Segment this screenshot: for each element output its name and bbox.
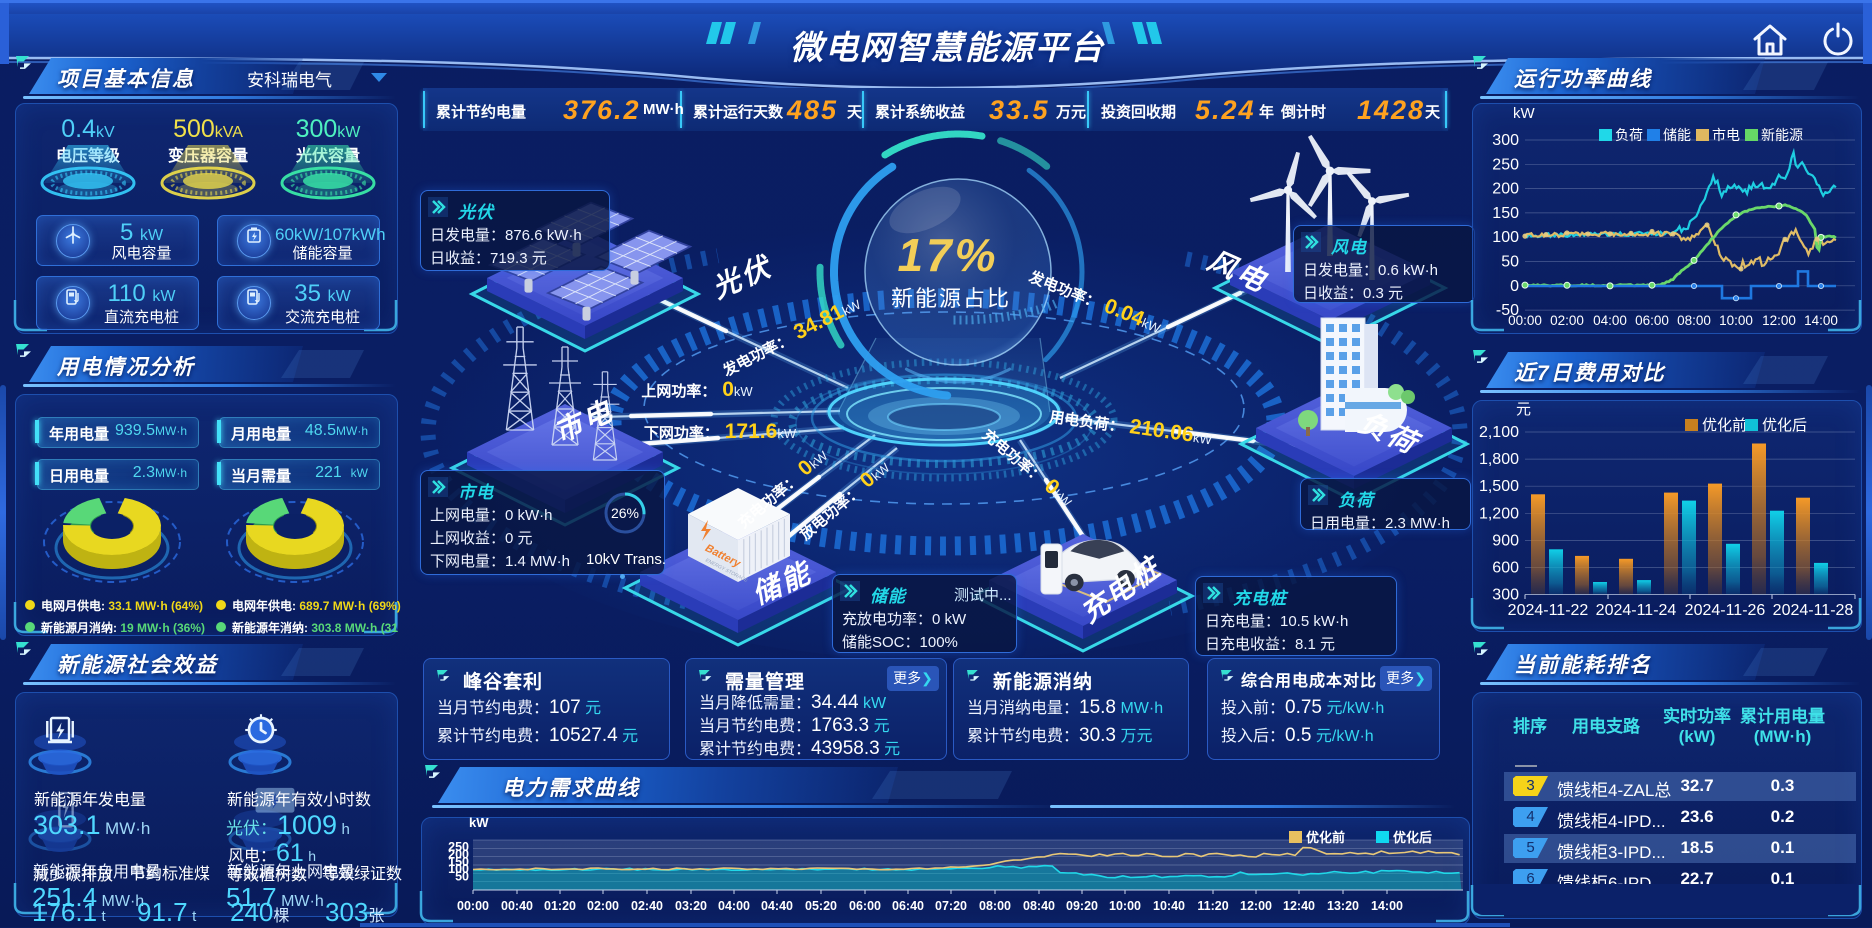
svg-text:06:00: 06:00: [1635, 313, 1669, 328]
svg-text:250: 250: [448, 840, 469, 854]
svg-text:市电: 市电: [1712, 127, 1740, 143]
svg-text:05:20: 05:20: [805, 899, 837, 913]
svg-text:12:40: 12:40: [1283, 899, 1315, 913]
svg-text:元: 元: [1516, 401, 1531, 418]
svg-text:12:00: 12:00: [1240, 899, 1272, 913]
svg-text:02:40: 02:40: [631, 899, 663, 913]
svg-text:08:00: 08:00: [1677, 313, 1711, 328]
svg-text:11:20: 11:20: [1197, 899, 1228, 913]
svg-text:新能源: 新能源: [1761, 127, 1803, 143]
svg-text:12:00: 12:00: [1762, 313, 1796, 328]
svg-text:04:00: 04:00: [1593, 313, 1627, 328]
svg-text:150: 150: [448, 855, 469, 869]
svg-text:200: 200: [448, 847, 469, 861]
svg-text:04:40: 04:40: [761, 899, 793, 913]
svg-text:17%: 17%: [897, 229, 998, 281]
svg-text:1,500: 1,500: [1479, 478, 1519, 495]
svg-text:07:20: 07:20: [935, 899, 967, 913]
svg-text:02:00: 02:00: [1550, 313, 1584, 328]
svg-text:01:20: 01:20: [544, 899, 576, 913]
svg-text:00:40: 00:40: [501, 899, 533, 913]
svg-text:优化后: 优化后: [1393, 830, 1432, 845]
svg-text:50: 50: [1501, 254, 1519, 271]
svg-text:1,200: 1,200: [1479, 505, 1519, 522]
svg-text:14:00: 14:00: [1804, 313, 1838, 328]
svg-text:0: 0: [1510, 278, 1519, 295]
svg-text:04:00: 04:00: [718, 899, 750, 913]
svg-text:10:00: 10:00: [1719, 313, 1753, 328]
svg-text:09:20: 09:20: [1066, 899, 1098, 913]
svg-text:08:40: 08:40: [1023, 899, 1055, 913]
svg-text:00:00: 00:00: [457, 899, 489, 913]
svg-text:26%: 26%: [611, 505, 639, 521]
svg-text:1,800: 1,800: [1479, 451, 1519, 468]
svg-text:-50: -50: [1496, 302, 1519, 319]
svg-text:600: 600: [1492, 560, 1519, 577]
svg-text:08:00: 08:00: [979, 899, 1011, 913]
svg-text:储能: 储能: [1663, 127, 1691, 143]
svg-text:2024-11-22: 2024-11-22: [1508, 602, 1589, 619]
svg-text:150: 150: [1492, 205, 1519, 222]
svg-text:00:00: 00:00: [1508, 313, 1542, 328]
svg-text:负荷: 负荷: [1615, 127, 1643, 143]
svg-text:50: 50: [455, 870, 469, 884]
svg-text:02:00: 02:00: [587, 899, 619, 913]
svg-text:10:00: 10:00: [1109, 899, 1141, 913]
svg-text:200: 200: [1492, 181, 1519, 198]
svg-text:2024-11-26: 2024-11-26: [1685, 602, 1766, 619]
svg-text:优化前: 优化前: [1306, 830, 1345, 845]
svg-text:新能源占比: 新能源占比: [891, 286, 1011, 311]
svg-text:kW: kW: [1513, 105, 1536, 122]
svg-text:13:20: 13:20: [1327, 899, 1359, 913]
svg-text:03:20: 03:20: [675, 899, 707, 913]
svg-text:优化前: 优化前: [1702, 417, 1747, 434]
svg-text:900: 900: [1492, 532, 1519, 549]
svg-text:300: 300: [1492, 132, 1519, 149]
svg-text:10:40: 10:40: [1153, 899, 1185, 913]
svg-text:100: 100: [1492, 229, 1519, 246]
svg-text:2024-11-24: 2024-11-24: [1596, 602, 1677, 619]
svg-text:2024-11-28: 2024-11-28: [1773, 602, 1854, 619]
svg-text:06:00: 06:00: [849, 899, 881, 913]
svg-text:300: 300: [1492, 587, 1519, 604]
svg-text:kW: kW: [469, 817, 489, 830]
svg-text:上网功率： 0kW: 上网功率： 0kW: [641, 378, 753, 401]
svg-text:下网功率： 171.6kW: 下网功率： 171.6kW: [644, 420, 797, 443]
svg-text:2,100: 2,100: [1479, 424, 1519, 441]
svg-text:250: 250: [1492, 156, 1519, 173]
svg-text:06:40: 06:40: [892, 899, 924, 913]
svg-text:14:00: 14:00: [1371, 899, 1403, 913]
svg-text:优化后: 优化后: [1762, 417, 1807, 434]
svg-text:100: 100: [448, 862, 469, 876]
